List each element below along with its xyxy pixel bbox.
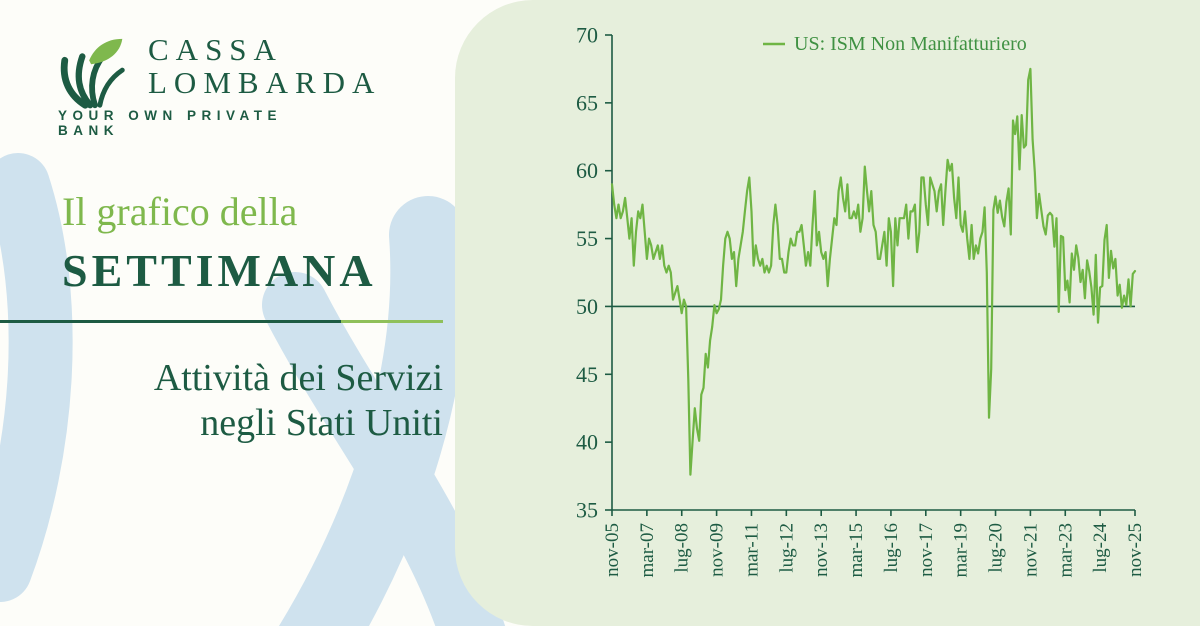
- svg-text:60: 60: [576, 158, 598, 183]
- chart-subject-line1: Attività dei Servizi: [153, 357, 443, 399]
- chart-subject-line2: negli Stati Uniti: [200, 401, 443, 444]
- svg-text:35: 35: [576, 498, 598, 523]
- svg-text:45: 45: [576, 362, 598, 387]
- svg-text:mar-19: mar-19: [951, 523, 972, 578]
- page-title-dark: SETTIMANA: [62, 245, 377, 296]
- svg-text:40: 40: [576, 430, 598, 455]
- chart-subject: Attività dei Servizi negli Stati Uniti: [0, 356, 443, 446]
- svg-text:nov-13: nov-13: [811, 523, 832, 577]
- page-title-light: Il grafico della: [62, 189, 298, 234]
- brand-tagline: YOUR OWN PRIVATE BANK: [58, 108, 283, 138]
- svg-text:lug-12: lug-12: [776, 523, 797, 573]
- svg-text:mar-23: mar-23: [1055, 523, 1076, 578]
- svg-text:nov-25: nov-25: [1125, 523, 1146, 577]
- brand-logo: CASSA LOMBARDA: [56, 32, 382, 114]
- svg-text:US: ISM Non Manifatturiero: US: ISM Non Manifatturiero: [794, 33, 1027, 55]
- chart-panel: 35 40 45 50 55 60 65 70 nov-05 mar-07 lug-08 nov-09…: [455, 0, 1200, 626]
- svg-text:mar-11: mar-11: [741, 523, 762, 577]
- svg-text:nov-17: nov-17: [916, 523, 937, 577]
- svg-text:70: 70: [576, 23, 598, 48]
- svg-text:nov-09: nov-09: [707, 523, 728, 577]
- svg-text:mar-15: mar-15: [846, 523, 867, 578]
- brand-name: CASSA LOMBARDA: [148, 32, 382, 100]
- brand-name-line1: CASSA: [148, 32, 283, 67]
- svg-text:mar-07: mar-07: [637, 523, 658, 578]
- svg-text:65: 65: [576, 90, 598, 115]
- svg-text:lug-20: lug-20: [986, 523, 1007, 573]
- svg-text:50: 50: [576, 294, 598, 319]
- left-panel: CASSA LOMBARDA YOUR OWN PRIVATE BANK Il …: [0, 0, 455, 626]
- ism-line-chart: 35 40 45 50 55 60 65 70 nov-05 mar-07 lug-08 nov-09…: [576, 23, 1146, 578]
- svg-text:nov-05: nov-05: [602, 523, 623, 577]
- svg-text:nov-21: nov-21: [1020, 523, 1041, 577]
- svg-text:lug-24: lug-24: [1090, 523, 1111, 573]
- brand-leaf-icon: [60, 38, 125, 109]
- title-divider: [0, 320, 443, 323]
- svg-text:lug-08: lug-08: [672, 523, 693, 573]
- brand-name-line2: LOMBARDA: [148, 64, 382, 100]
- svg-text:55: 55: [576, 226, 598, 251]
- svg-text:lug-16: lug-16: [881, 523, 902, 573]
